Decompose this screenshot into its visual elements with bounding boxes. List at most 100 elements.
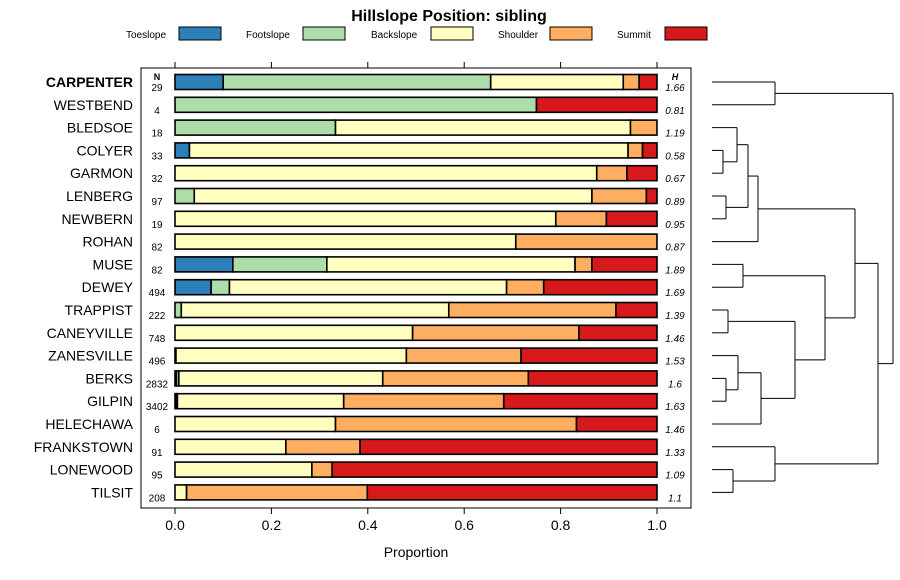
legend-swatch-footslope (302, 26, 346, 41)
row-label-newbern: NEWBERN (61, 211, 133, 227)
h-value-helechawa: 1.46 (665, 425, 685, 436)
bar-lenberg-summit (645, 187, 658, 205)
bar-carpenter-toeslope (174, 73, 225, 91)
n-value-newbern: 19 (151, 220, 163, 231)
n-value-colyer: 33 (151, 151, 163, 162)
bar-berks-shoulder (381, 370, 530, 387)
bar-frankstown-summit (359, 438, 658, 456)
legend: Toeslope Footslope Backslope Shoulder Summit (126, 26, 708, 41)
bar-lenberg-footslope (174, 187, 196, 205)
row-label-frankstown: FRANKSTOWN (34, 439, 133, 455)
chart-title: Hillslope Position: sibling (351, 8, 547, 25)
bar-tilsit-backslope (174, 484, 188, 501)
dendrogram (712, 81, 894, 493)
row-label-berks: BERKS (86, 370, 133, 386)
bar-colyer-shoulder (627, 142, 644, 159)
row-label-muse: MUSE (93, 256, 133, 272)
row-label-bledsoe: BLEDSOE (67, 120, 133, 136)
bar-carpenter-summit (638, 73, 658, 91)
x-tick-label: 0.8 (551, 517, 571, 533)
row-label-helechawa: HELECHAWA (45, 416, 133, 432)
row-label-trappist: TRAPPIST (65, 302, 134, 318)
bar-newbern-summit (605, 210, 658, 228)
bar-tilsit-summit (366, 484, 658, 501)
bar-westbend-summit (535, 96, 658, 114)
bar-dewey-shoulder (505, 278, 545, 296)
h-value-colyer: 0.58 (665, 151, 685, 162)
x-tick-label: 0.2 (262, 517, 282, 533)
n-value-bledsoe: 18 (151, 129, 163, 140)
bar-muse-shoulder (574, 256, 593, 273)
bar-bledsoe-footslope (174, 119, 337, 136)
n-value-muse: 82 (151, 265, 163, 276)
n-value-dewey: 494 (149, 288, 166, 299)
bar-zanesville-backslope (175, 347, 408, 364)
bar-garmon-shoulder (595, 164, 628, 182)
row-label-carpenter: CARPENTER (46, 74, 133, 90)
h-value-newbern: 0.95 (665, 220, 685, 231)
h-value-lenberg: 0.89 (665, 197, 685, 208)
bar-trappist-shoulder (447, 301, 617, 319)
legend-label-toeslope: Toeslope (126, 30, 166, 41)
h-value-muse: 1.89 (665, 265, 685, 276)
x-tick-label: 0.6 (454, 517, 474, 533)
h-value-trappist: 1.39 (665, 311, 685, 322)
bar-dewey-backslope (228, 278, 508, 296)
n-value-zanesville: 496 (149, 357, 166, 368)
legend-swatch-backslope (430, 26, 474, 41)
bar-gilpin-summit (502, 392, 658, 410)
n-value-carpenter: 29 (151, 83, 163, 94)
legend-label-summit: Summit (617, 30, 651, 41)
n-value-garmon: 32 (151, 174, 163, 185)
bar-carpenter-backslope (489, 73, 625, 91)
h-value-tilsit: 1.1 (668, 493, 682, 504)
x-axis-label: Proportion (384, 544, 449, 560)
h-value-berks: 1.6 (668, 379, 682, 390)
bar-newbern-shoulder (554, 210, 608, 228)
bar-lenberg-backslope (193, 187, 593, 205)
n-value-berks: 2832 (146, 379, 169, 390)
legend-label-backslope: Backslope (371, 30, 418, 41)
bar-trappist-footslope (174, 301, 183, 319)
bar-carpenter-shoulder (622, 73, 640, 91)
n-value-gilpin: 3402 (146, 402, 169, 413)
bar-helechawa-shoulder (334, 415, 578, 433)
x-tick-label: 0.4 (358, 517, 378, 533)
row-label-lonewood: LONEWOOD (50, 462, 133, 478)
bar-frankstown-shoulder (285, 438, 361, 456)
bar-dewey-toeslope (174, 278, 212, 296)
legend-swatch-summit (664, 26, 708, 41)
bar-lonewood-shoulder (311, 461, 333, 478)
bar-caneyville-shoulder (411, 324, 580, 342)
legend-label-shoulder: Shoulder (498, 30, 539, 41)
n-value-westbend: 4 (154, 106, 160, 117)
bar-rohan-backslope (174, 233, 517, 250)
n-value-rohan: 82 (151, 243, 163, 254)
x-axis: 0.0 0.2 0.4 0.6 0.8 1.0 (165, 62, 667, 533)
bar-lenberg-shoulder (591, 187, 648, 205)
n-value-helechawa: 6 (154, 425, 160, 436)
x-tick-label: 0.0 (165, 517, 185, 533)
row-label-rohan: ROHAN (82, 234, 133, 250)
n-value-tilsit: 208 (149, 493, 166, 504)
n-value-lonewood: 95 (151, 471, 163, 482)
bar-muse-footslope (232, 256, 328, 273)
n-value-frankstown: 91 (151, 448, 163, 459)
n-column-header: N (154, 72, 161, 82)
legend-label-footslope: Footslope (246, 30, 290, 41)
bar-tilsit-shoulder (185, 484, 369, 501)
bar-berks-summit (527, 370, 658, 387)
bar-zanesville-summit (520, 347, 658, 364)
bar-colyer-summit (641, 142, 658, 159)
bar-colyer-backslope (188, 142, 629, 159)
h-value-frankstown: 1.33 (665, 448, 685, 459)
bar-newbern-backslope (174, 210, 557, 228)
row-label-tilsit: TILSIT (91, 484, 133, 500)
h-value-westbend: 0.81 (665, 106, 684, 117)
row-label-garmon: GARMON (70, 165, 133, 181)
bar-muse-summit (591, 256, 658, 273)
bar-dewey-summit (542, 278, 658, 296)
bar-caneyville-summit (578, 324, 658, 342)
h-column-header: H (672, 72, 679, 82)
